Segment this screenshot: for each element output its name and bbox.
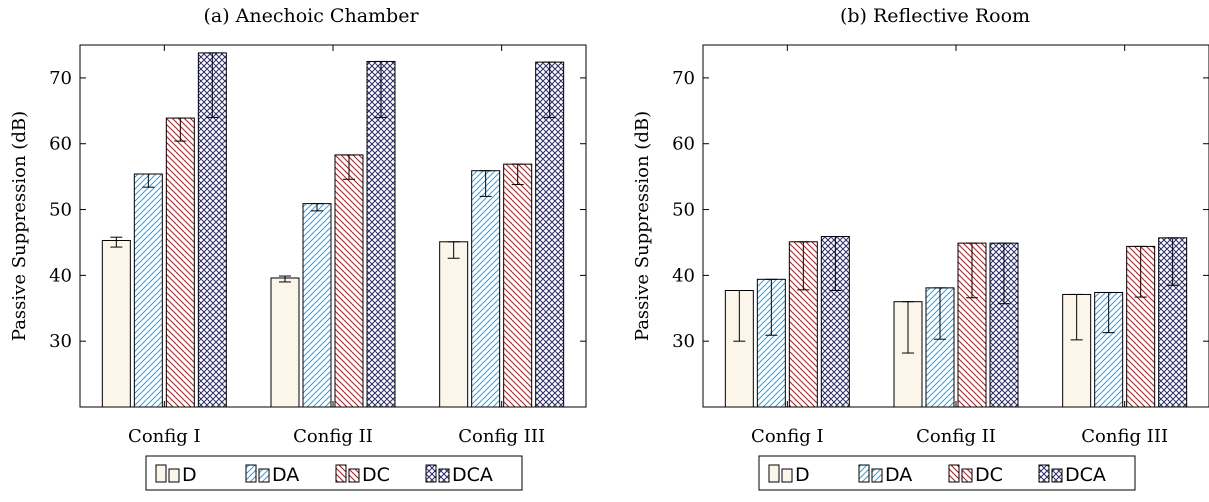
legend-label: DC — [975, 464, 1003, 486]
bar — [133, 173, 163, 408]
legend-label: DC — [362, 464, 390, 486]
legend-label: DCA — [1065, 464, 1106, 486]
bar — [302, 203, 332, 408]
y-tick-label: 60 — [49, 134, 72, 155]
x-tick-label: Config II — [916, 426, 996, 447]
legend-swatch — [438, 468, 450, 483]
legend — [758, 455, 1136, 491]
x-tick-label: Config I — [128, 426, 201, 447]
legend-label: D — [182, 464, 197, 486]
chart-title: (b) Reflective Room — [840, 5, 1030, 27]
y-axis-label: Passive Suppression (dB) — [632, 111, 653, 341]
y-tick-label: 30 — [49, 331, 72, 352]
legend-swatch — [1051, 468, 1063, 483]
bar — [1062, 293, 1092, 408]
y-tick-label: 70 — [672, 68, 695, 89]
legend-swatch — [258, 468, 270, 483]
bar — [270, 277, 300, 408]
bar — [439, 241, 469, 408]
legend-swatch — [768, 464, 780, 483]
x-tick-label: Config III — [458, 426, 545, 447]
x-tick-label: Config II — [293, 426, 373, 447]
bar — [366, 60, 396, 408]
legend-swatch — [168, 468, 180, 483]
y-tick-label: 50 — [49, 200, 72, 221]
legend-swatch — [155, 464, 167, 483]
legend-swatch — [781, 468, 793, 483]
legend-swatch — [1038, 464, 1050, 483]
legend-swatch — [858, 464, 870, 483]
legend-label: DA — [885, 464, 912, 486]
plot-area: 30 40 50 60 70 Config I Config II Config III D DA… — [672, 44, 1209, 491]
chart-reflective-room: (b) Reflective Room Passive Suppression … — [632, 5, 1209, 491]
bar — [503, 163, 533, 408]
legend-swatch — [948, 464, 960, 483]
y-tick-label: 40 — [49, 265, 72, 286]
chart-anechoic-chamber: (a) Anechoic Chamber Passive Suppression… — [9, 5, 587, 491]
bar — [101, 239, 131, 408]
bar — [535, 61, 565, 408]
legend-swatch — [348, 468, 360, 483]
bar — [471, 170, 501, 408]
y-axis-label: Passive Suppression (dB) — [9, 111, 30, 341]
y-tick-label: 60 — [672, 134, 695, 155]
legend-label: DA — [272, 464, 299, 486]
bar — [165, 117, 195, 408]
y-tick-label: 50 — [672, 200, 695, 221]
legend-swatch — [961, 468, 973, 483]
legend-swatch — [871, 468, 883, 483]
chart-title: (a) Anechoic Chamber — [203, 5, 419, 27]
y-tick-label: 30 — [672, 331, 695, 352]
y-tick-label: 70 — [49, 68, 72, 89]
x-tick-label: Config I — [751, 426, 824, 447]
x-tick-label: Config III — [1081, 426, 1168, 447]
legend-swatch — [245, 464, 257, 483]
legend-swatch — [425, 464, 437, 483]
plot-area: 30 40 50 60 70 Config I Config II Config III D DA… — [49, 44, 587, 491]
legend-label: DCA — [452, 464, 493, 486]
y-tick-label: 40 — [672, 265, 695, 286]
legend-swatch — [335, 464, 347, 483]
legend — [145, 455, 523, 491]
bar — [334, 154, 364, 408]
legend-label: D — [795, 464, 810, 486]
